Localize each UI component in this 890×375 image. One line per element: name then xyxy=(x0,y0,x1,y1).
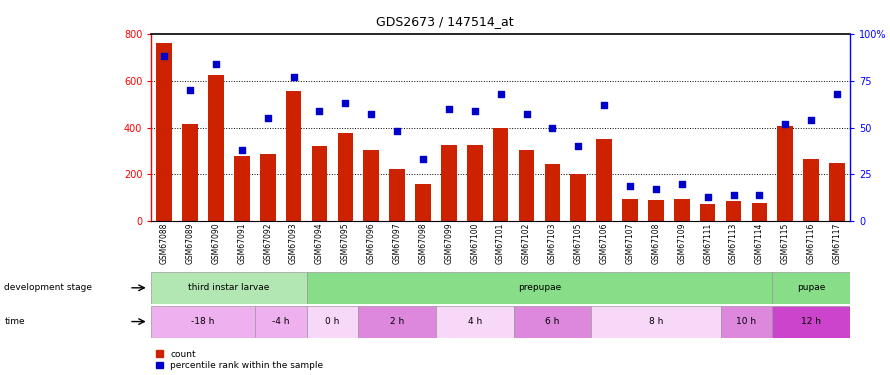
Bar xyxy=(208,75,223,221)
Text: pupae: pupae xyxy=(797,284,825,292)
Point xyxy=(623,183,637,189)
Bar xyxy=(700,204,716,221)
Bar xyxy=(545,164,560,221)
Text: development stage: development stage xyxy=(4,284,93,292)
Point xyxy=(364,111,378,117)
Bar xyxy=(306,272,773,304)
Bar xyxy=(260,154,276,221)
Text: time: time xyxy=(4,317,25,326)
Text: 8 h: 8 h xyxy=(649,317,663,326)
Bar xyxy=(416,184,431,221)
Point xyxy=(183,87,198,93)
Bar xyxy=(151,272,306,304)
Point xyxy=(546,124,560,130)
Point xyxy=(752,192,766,198)
Bar xyxy=(312,146,328,221)
Text: 10 h: 10 h xyxy=(736,317,756,326)
Bar xyxy=(306,306,359,338)
Point xyxy=(804,117,818,123)
Bar xyxy=(363,150,379,221)
Bar xyxy=(389,168,405,221)
Bar xyxy=(591,306,721,338)
Bar xyxy=(674,199,690,221)
Point xyxy=(235,147,249,153)
Point xyxy=(778,121,792,127)
Point xyxy=(209,61,223,67)
Bar xyxy=(514,306,591,338)
Bar xyxy=(596,139,612,221)
Bar xyxy=(467,145,482,221)
Point xyxy=(467,108,481,114)
Point xyxy=(520,111,534,117)
Text: prepupae: prepupae xyxy=(518,284,561,292)
Point xyxy=(571,143,586,149)
Point xyxy=(597,102,611,108)
Point xyxy=(675,181,689,187)
Bar xyxy=(804,159,819,221)
Bar xyxy=(359,306,436,338)
Text: -4 h: -4 h xyxy=(272,317,289,326)
Legend: count, percentile rank within the sample: count, percentile rank within the sample xyxy=(156,350,323,370)
Point xyxy=(441,106,456,112)
Point xyxy=(493,91,507,97)
Text: third instar larvae: third instar larvae xyxy=(189,284,270,292)
Bar xyxy=(436,306,514,338)
Point xyxy=(312,108,327,114)
Bar xyxy=(778,126,793,221)
Bar xyxy=(752,202,767,221)
Text: 6 h: 6 h xyxy=(546,317,560,326)
Text: 12 h: 12 h xyxy=(801,317,821,326)
Bar xyxy=(519,150,534,221)
Bar xyxy=(721,306,773,338)
Bar xyxy=(725,201,741,221)
Bar xyxy=(773,306,850,338)
Bar xyxy=(337,134,353,221)
Bar xyxy=(255,306,306,338)
Bar xyxy=(234,156,249,221)
Bar xyxy=(829,163,845,221)
Point xyxy=(390,128,404,134)
Point xyxy=(416,156,430,162)
Point xyxy=(726,192,740,198)
Bar xyxy=(773,272,850,304)
Point xyxy=(287,74,301,80)
Point xyxy=(338,100,352,106)
Point xyxy=(700,194,715,200)
Bar xyxy=(493,128,508,221)
Text: 4 h: 4 h xyxy=(467,317,481,326)
Point xyxy=(158,53,172,59)
Bar xyxy=(157,43,172,221)
Text: GDS2673 / 147514_at: GDS2673 / 147514_at xyxy=(376,15,514,28)
Point xyxy=(649,186,663,192)
Bar xyxy=(151,306,255,338)
Bar xyxy=(622,199,638,221)
Text: -18 h: -18 h xyxy=(191,317,214,326)
Bar xyxy=(570,174,586,221)
Point xyxy=(829,91,844,97)
Point xyxy=(261,115,275,121)
Bar xyxy=(441,145,457,221)
Bar xyxy=(286,91,302,221)
Text: 0 h: 0 h xyxy=(325,317,340,326)
Bar xyxy=(648,200,664,221)
Bar xyxy=(182,124,198,221)
Text: 2 h: 2 h xyxy=(390,317,404,326)
